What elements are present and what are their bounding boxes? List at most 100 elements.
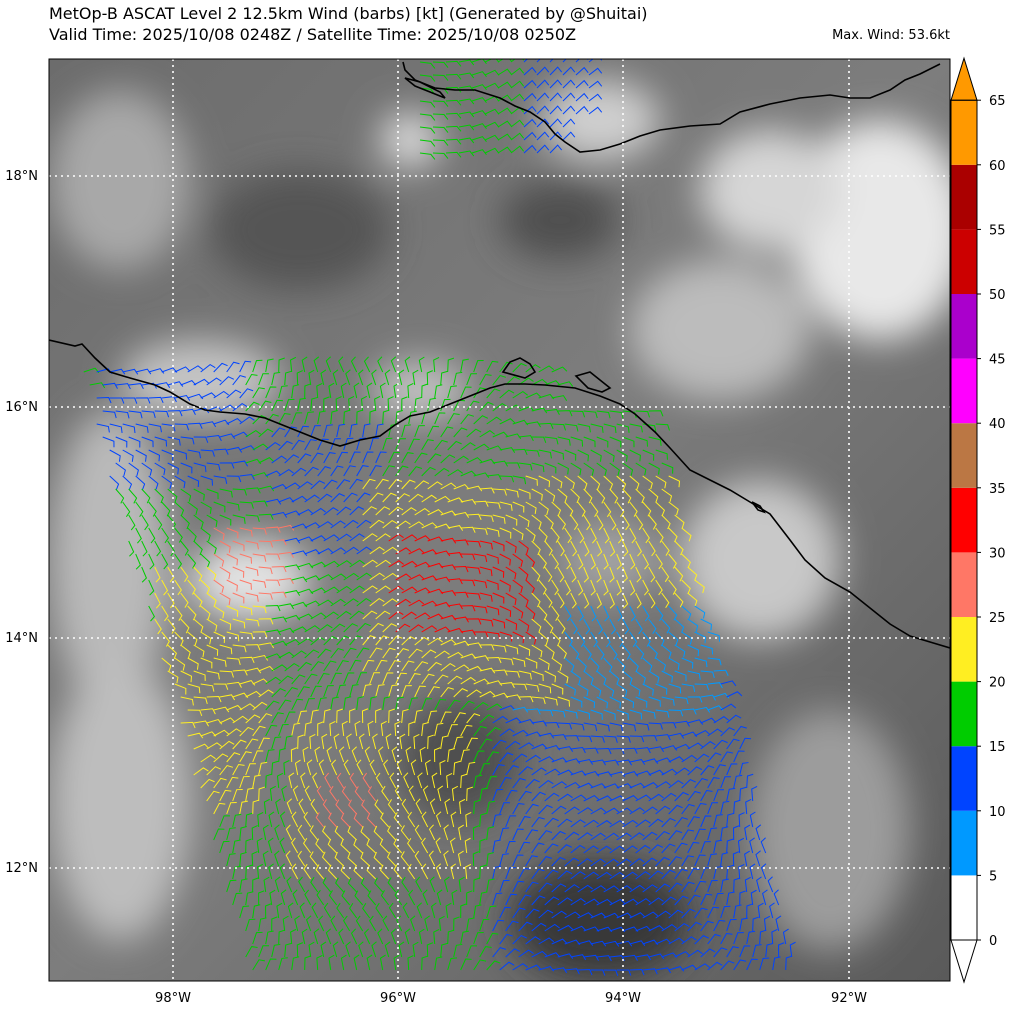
wind-barb bbox=[635, 488, 645, 504]
wind-barb bbox=[232, 839, 241, 854]
wind-barb bbox=[417, 772, 423, 789]
wind-barb bbox=[772, 956, 781, 971]
wind-barb bbox=[465, 811, 472, 828]
wind-barb bbox=[486, 388, 501, 399]
wind-barb bbox=[497, 146, 512, 154]
wind-barb bbox=[746, 958, 758, 971]
wind-barb bbox=[577, 782, 594, 789]
wind-barb bbox=[453, 539, 469, 546]
wind-barb bbox=[583, 436, 596, 448]
wind-barb bbox=[358, 733, 365, 750]
wind-barb bbox=[757, 902, 764, 919]
wind-barb bbox=[557, 844, 573, 854]
wind-barb bbox=[720, 826, 729, 841]
wind-barb bbox=[486, 960, 501, 971]
wind-barb bbox=[316, 889, 325, 906]
wind-barb bbox=[447, 929, 455, 945]
wind-barb bbox=[343, 672, 355, 685]
wind-barb bbox=[518, 644, 531, 656]
wind-barb bbox=[648, 818, 664, 828]
wind-barb bbox=[655, 423, 670, 431]
wind-barb bbox=[340, 812, 351, 828]
wind-barb bbox=[447, 385, 457, 399]
wind-barb bbox=[694, 683, 710, 691]
wind-barb bbox=[382, 623, 398, 633]
wind-barb bbox=[297, 661, 312, 672]
wind-barb bbox=[358, 941, 364, 958]
wind-barb bbox=[434, 576, 451, 583]
wind-barb bbox=[648, 953, 665, 960]
wind-barb bbox=[505, 514, 518, 526]
wind-barb bbox=[499, 553, 511, 566]
wind-barb bbox=[460, 498, 477, 505]
wind-barb bbox=[525, 657, 538, 669]
wind-barb bbox=[473, 359, 484, 373]
wind-barb bbox=[544, 592, 553, 608]
wind-barb bbox=[551, 805, 567, 815]
wind-barb bbox=[345, 369, 351, 386]
wind-barb bbox=[570, 954, 587, 961]
wind-barb bbox=[141, 462, 153, 476]
wind-barb bbox=[531, 436, 547, 443]
wind-barb bbox=[310, 709, 319, 724]
wind-barb bbox=[538, 882, 553, 893]
wind-barb bbox=[298, 798, 306, 815]
wind-barb bbox=[590, 885, 607, 893]
wind-barb bbox=[245, 763, 256, 776]
wind-barb bbox=[401, 660, 415, 672]
wind-barb bbox=[590, 783, 607, 789]
wind-barb bbox=[538, 830, 553, 841]
wind-barb bbox=[713, 669, 729, 676]
wind-barb bbox=[213, 828, 225, 841]
wind-barb bbox=[200, 683, 215, 692]
wind-barb bbox=[577, 683, 589, 697]
gridlines bbox=[49, 59, 950, 981]
wind-barb bbox=[544, 869, 559, 880]
wind-barb bbox=[340, 864, 351, 880]
wind-barb bbox=[590, 807, 607, 815]
wind-barb bbox=[382, 409, 390, 425]
wind-barb bbox=[473, 500, 489, 507]
wind-barb bbox=[141, 488, 151, 504]
wind-barb bbox=[525, 936, 541, 945]
wind-barb bbox=[596, 747, 612, 755]
wind-barb bbox=[343, 492, 358, 503]
wind-barb bbox=[252, 877, 259, 893]
wind-barb bbox=[583, 670, 594, 685]
wind-barb bbox=[700, 741, 716, 750]
wind-barb bbox=[297, 536, 314, 542]
wind-barb bbox=[279, 837, 286, 854]
wind-barb bbox=[505, 540, 517, 553]
wind-barb bbox=[349, 708, 356, 724]
wind-barb bbox=[265, 553, 281, 560]
wind-barb bbox=[616, 759, 633, 766]
wind-barb bbox=[323, 708, 331, 724]
wind-barb bbox=[609, 436, 622, 448]
wind-barb bbox=[389, 772, 397, 789]
wind-barb bbox=[499, 605, 512, 617]
wind-barb bbox=[510, 80, 525, 89]
wind-barb bbox=[512, 501, 525, 513]
wind-barb bbox=[518, 841, 531, 854]
wind-barb bbox=[297, 734, 304, 750]
wind-barb bbox=[427, 536, 444, 542]
wind-barb bbox=[422, 785, 429, 802]
wind-barb bbox=[460, 903, 467, 919]
wind-barb bbox=[557, 644, 567, 660]
wind-barb bbox=[362, 684, 372, 698]
wind-barb bbox=[674, 922, 690, 932]
wind-barb bbox=[350, 928, 358, 945]
wind-barb bbox=[408, 697, 418, 711]
wind-barb bbox=[341, 890, 351, 906]
wind-barb bbox=[408, 493, 424, 503]
wind-barb bbox=[590, 631, 598, 648]
wind-barb bbox=[317, 648, 332, 659]
wind-barb bbox=[622, 514, 630, 531]
wind-barb bbox=[180, 540, 189, 556]
wind-barb bbox=[549, 92, 563, 102]
wind-barb bbox=[622, 488, 632, 504]
wind-barb bbox=[687, 592, 698, 607]
wind-barb bbox=[174, 657, 186, 671]
wind-barb bbox=[274, 824, 280, 841]
wind-barb bbox=[564, 806, 580, 815]
